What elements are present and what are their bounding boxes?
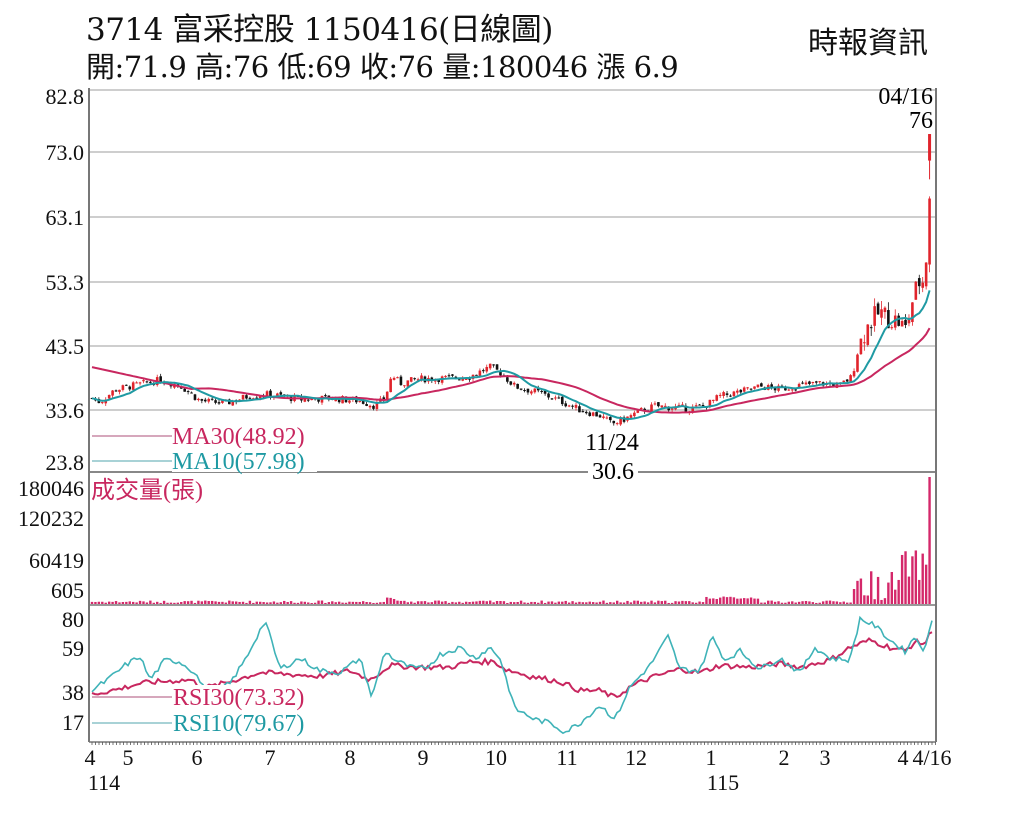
svg-text:80: 80: [62, 607, 84, 632]
svg-text:04/16: 04/16: [878, 84, 933, 110]
svg-text:76: 76: [909, 108, 933, 134]
svg-text:115: 115: [707, 770, 739, 795]
rsi-legend: RSI30(73.32) RSI10(79.67): [92, 685, 317, 737]
rsi30-legend: RSI30(73.32): [173, 685, 304, 711]
volume-title: 成交量(張): [91, 477, 203, 504]
svg-text:8: 8: [345, 745, 356, 770]
svg-text:3: 3: [820, 745, 831, 770]
ohlc-summary: 開:71.9 高:76 低:69 收:76 量:180046 漲 6.9: [86, 50, 679, 84]
ma10-legend: MA10(57.98): [172, 449, 305, 475]
svg-text:43.5: 43.5: [46, 334, 85, 359]
rsi-y-axis: 80 59 38 17: [62, 607, 84, 735]
x-axis-labels: 4 5 6 7 8 9 10 11 12 1 2 3 4 4/16 114 11…: [85, 745, 952, 795]
last-price-annotation: 04/16 76: [878, 84, 933, 134]
ma10-line: [91, 290, 931, 421]
ma30-line: [91, 327, 931, 414]
volume-bars: [90, 477, 931, 604]
svg-text:120232: 120232: [18, 506, 84, 531]
low-price-annotation: 11/24 30.6: [585, 430, 639, 485]
svg-text:82.8: 82.8: [46, 84, 85, 109]
price-panel: [88, 88, 937, 743]
svg-text:63.1: 63.1: [46, 205, 85, 230]
svg-text:6: 6: [192, 745, 203, 770]
svg-text:5: 5: [123, 745, 134, 770]
candlesticks: [90, 134, 932, 426]
price-y-axis: 82.8 73.0 63.1 53.3 43.5 33.6 23.8: [46, 84, 85, 475]
svg-text:7: 7: [265, 745, 276, 770]
svg-text:38: 38: [62, 680, 84, 705]
svg-text:1: 1: [706, 745, 717, 770]
x-axis-ticks: [91, 742, 936, 745]
svg-text:11: 11: [556, 745, 577, 770]
svg-text:605: 605: [51, 578, 84, 603]
rsi10-line: [91, 615, 933, 735]
ma-legend: MA30(48.92) MA10(57.98): [92, 424, 317, 475]
svg-text:17: 17: [62, 710, 84, 735]
svg-text:114: 114: [88, 770, 120, 795]
svg-text:2: 2: [779, 745, 790, 770]
svg-text:4/16: 4/16: [912, 745, 951, 770]
svg-text:33.6: 33.6: [46, 398, 85, 423]
svg-text:73.0: 73.0: [46, 140, 85, 165]
svg-text:30.6: 30.6: [592, 459, 634, 485]
ma30-legend: MA30(48.92): [172, 424, 305, 450]
svg-text:23.8: 23.8: [46, 450, 85, 475]
svg-text:53.3: 53.3: [46, 270, 85, 295]
source-label: 時報資訊: [808, 26, 928, 61]
svg-text:10: 10: [485, 745, 507, 770]
svg-text:12: 12: [625, 745, 647, 770]
volume-y-axis: 180046 120232 60419 605: [18, 476, 84, 603]
svg-text:60419: 60419: [29, 548, 84, 573]
rsi10-legend: RSI10(79.67): [173, 711, 304, 737]
svg-text:59: 59: [62, 636, 84, 661]
svg-text:180046: 180046: [18, 476, 84, 501]
svg-text:4: 4: [85, 745, 96, 770]
chart-title: 3714 富采控股 1150416(日線圖): [86, 12, 553, 48]
svg-text:11/24: 11/24: [585, 430, 639, 456]
svg-text:9: 9: [418, 745, 429, 770]
svg-text:4: 4: [898, 745, 909, 770]
